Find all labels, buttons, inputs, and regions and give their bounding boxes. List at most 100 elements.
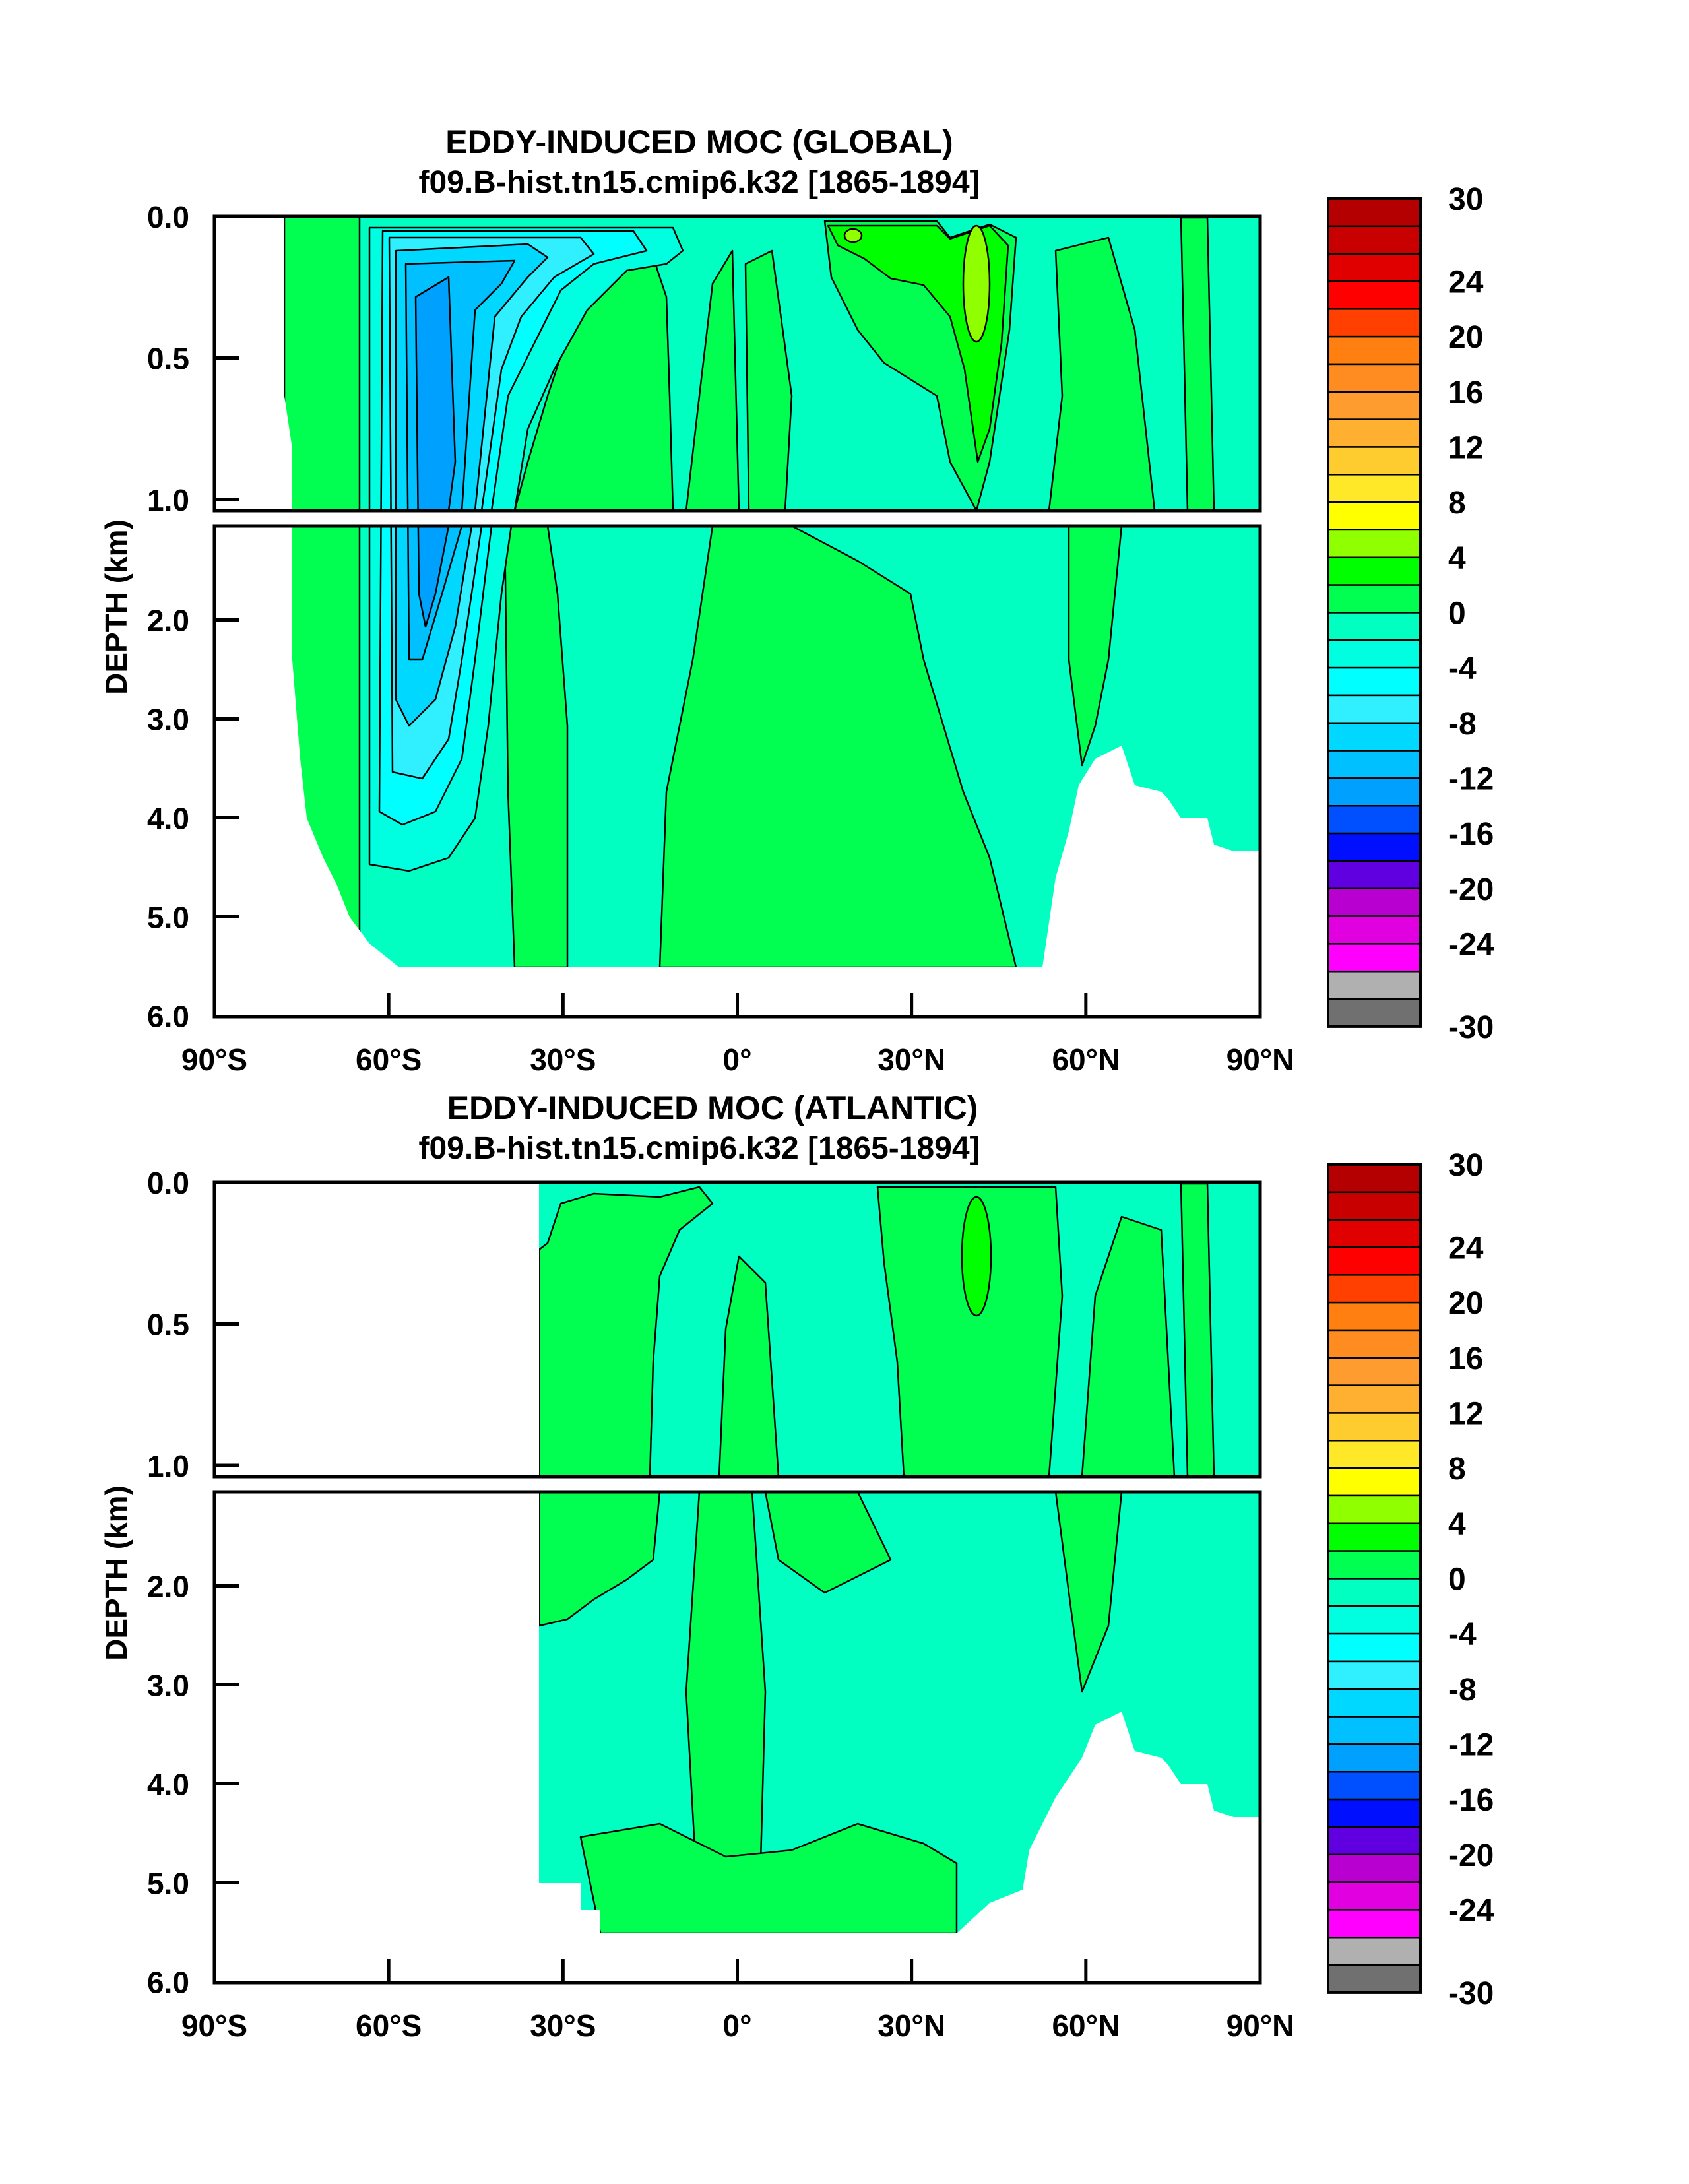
colorbar-box [1327,1578,1422,1607]
x-tick-label: 60°N [1052,1043,1120,1077]
x-tick-label: 60°S [356,1043,422,1077]
colorbar-box [1327,1660,1422,1690]
colorbar: 30 24 20 16 12 8 4 0 -4 -8 -12 -16 -20 -24 -30 [1327,1148,1494,2011]
colorbar-box [1327,556,1422,586]
colorbar-box [1327,805,1422,835]
colorbar-label: -16 [1448,817,1494,852]
colorbar-label: 12 [1448,1396,1483,1431]
colorbar-box [1327,639,1422,669]
colorbar-box [1327,694,1422,724]
colorbar-box [1327,1163,1422,1194]
colorbar-box [1327,1798,1422,1828]
colorbar-label: 30 [1448,182,1483,217]
colorbar-box [1327,612,1422,641]
colorbar-box [1327,666,1422,697]
band-0-2 [1180,1182,1215,1478]
colorbar-box [1327,1274,1422,1304]
colorbar-box [1327,722,1422,752]
panel-subtitle: f09.B-hist.tn15.cmip6.k32 [1865-1894] [418,1131,980,1166]
colorbar-frame [1327,197,1422,1028]
colorbar-box [1327,1191,1422,1221]
colorbar-box [1327,1743,1422,1773]
colorbar-label: 20 [1448,1286,1483,1321]
global-moc-panel: EDDY-INDUCED MOC (GLOBAL) f09.B-hist.tn1… [99,123,1494,1077]
y-tick-label: 0.5 [147,1308,189,1342]
panel-title: EDDY-INDUCED MOC (GLOBAL) [445,123,953,160]
land-mask [214,1182,1260,1983]
colorbar-label: 12 [1448,430,1483,465]
plot-frame-upper [212,1180,1262,1479]
colorbar-box [1327,1522,1422,1552]
x-tick-label: 30°N [877,1043,945,1077]
colorbar-label: 0 [1448,1562,1466,1597]
axis-ticks: 0.0 0.5 1.0 2.0 3.0 4.0 5.0 6.0 90°S 60°S 30°S 0° 30… [147,200,1294,1077]
y-tick-label: 3.0 [147,1669,189,1703]
x-tick-label: 90°S [181,1043,247,1077]
colorbar-box [1327,446,1422,476]
colorbar-box [1327,970,1422,1000]
colorbar-label: 8 [1448,1452,1466,1487]
axis-break-gap [211,512,1263,525]
colorbar-label: -24 [1448,1893,1494,1928]
colorbar-label: -12 [1448,1727,1494,1762]
colorbar-box [1327,1964,1422,1994]
colorbar-box [1327,1909,1422,1939]
y-tick-label: 6.0 [147,1966,189,2000]
colorbar-box [1327,197,1422,228]
colorbar-label: 16 [1448,375,1483,410]
colorbar-box [1327,418,1422,448]
band-0-2 [658,525,1017,969]
colorbar-label: 20 [1448,320,1483,355]
band-0-2 [538,1491,661,1627]
band-2-4 [961,1196,992,1317]
colorbar-label: 24 [1448,1231,1484,1266]
colorbar-box [1327,1826,1422,1856]
contour-field [214,1182,1260,1983]
y-tick-label: 4.0 [147,1768,189,1802]
colorbar-box [1327,832,1422,862]
y-tick-label: 0.0 [147,1166,189,1200]
colorbar-label: -4 [1448,1617,1477,1652]
colorbar-box [1327,1936,1422,1966]
colorbar-box [1327,1412,1422,1442]
colorbar-box [1327,1494,1422,1525]
colorbar-label: -24 [1448,927,1494,962]
plot-frame-upper [212,214,1262,513]
colorbar-box [1327,253,1422,282]
band-4-6 [962,224,991,343]
atlantic-moc-panel: EDDY-INDUCED MOC (ATLANTIC) f09.B-hist.t… [99,1089,1494,2043]
colorbar-label: -8 [1448,1673,1477,1708]
colorbar-label: 0 [1448,596,1466,631]
y-tick-label: 0.5 [147,342,189,376]
band-0-2 [1180,216,1215,512]
y-axis-label: DEPTH (km) [99,519,133,695]
colorbar-label: -30 [1448,1976,1494,2011]
colorbar-box [1327,529,1422,559]
colorbar-label: -8 [1448,707,1477,742]
colorbar-box [1327,887,1422,917]
colorbar: 30 24 20 16 12 8 4 0 -4 -8 -12 -16 -20 -24 -30 [1327,182,1494,1045]
colorbar-box [1327,1301,1422,1332]
colorbar-box [1327,1384,1422,1414]
colorbar-box [1327,280,1422,310]
colorbar-box [1327,363,1422,393]
colorbar-box [1327,1605,1422,1635]
colorbar-box [1327,1246,1422,1276]
colorbar-box [1327,1716,1422,1745]
colorbar-box [1327,1881,1422,1911]
colorbar-box [1327,391,1422,420]
x-tick-label: 90°N [1227,2008,1294,2043]
x-tick-label: 60°N [1052,2008,1120,2043]
y-tick-label: 3.0 [147,703,189,737]
colorbar-box [1327,777,1422,807]
panel-title: EDDY-INDUCED MOC (ATLANTIC) [447,1089,978,1126]
y-tick-label: 2.0 [147,1570,189,1604]
colorbar-box [1327,1632,1422,1663]
colorbar-label: 30 [1448,1148,1483,1183]
colorbar-label: -16 [1448,1783,1494,1818]
x-tick-label: 0° [723,1043,752,1077]
colorbar-label: -4 [1448,651,1477,686]
colorbar-box [1327,1853,1422,1883]
x-tick-label: 0° [723,2008,752,2043]
colorbar-label: 4 [1448,1507,1466,1542]
